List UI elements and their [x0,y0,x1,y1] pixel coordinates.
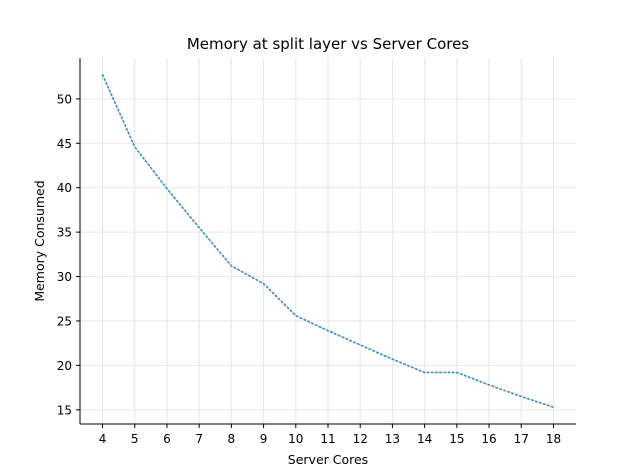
x-tick-label: 13 [385,432,400,446]
grid [80,58,576,424]
x-tick-label: 18 [546,432,561,446]
x-tick-label: 5 [131,432,139,446]
y-tick-label: 40 [57,181,72,195]
x-tick-label: 8 [228,432,236,446]
series-layer [101,74,555,408]
x-tick-label: 10 [288,432,303,446]
x-axis-label: Server Cores [288,452,368,467]
x-tick-label: 17 [514,432,529,446]
series-line [101,74,555,408]
x-tick-label: 15 [449,432,464,446]
x-tick-label: 4 [99,432,107,446]
chart-title: Memory at split layer vs Server Cores [187,35,469,53]
x-tick-label: 11 [320,432,335,446]
y-tick-label: 45 [57,137,72,151]
x-tick-label: 12 [353,432,368,446]
x-tick-label: 6 [163,432,171,446]
y-axis-label: Memory Consumed [32,180,47,301]
y-tick-label: 25 [57,314,72,328]
y-tick-label: 50 [57,92,72,106]
y-tick-label: 15 [57,403,72,417]
y-tick-label: 35 [57,226,72,240]
y-tick-label: 30 [57,270,72,284]
y-tick-label: 20 [57,359,72,373]
x-tick-label: 7 [195,432,203,446]
x-tick-label: 14 [417,432,432,446]
x-tick-label: 9 [260,432,268,446]
x-tick-label: 16 [481,432,496,446]
